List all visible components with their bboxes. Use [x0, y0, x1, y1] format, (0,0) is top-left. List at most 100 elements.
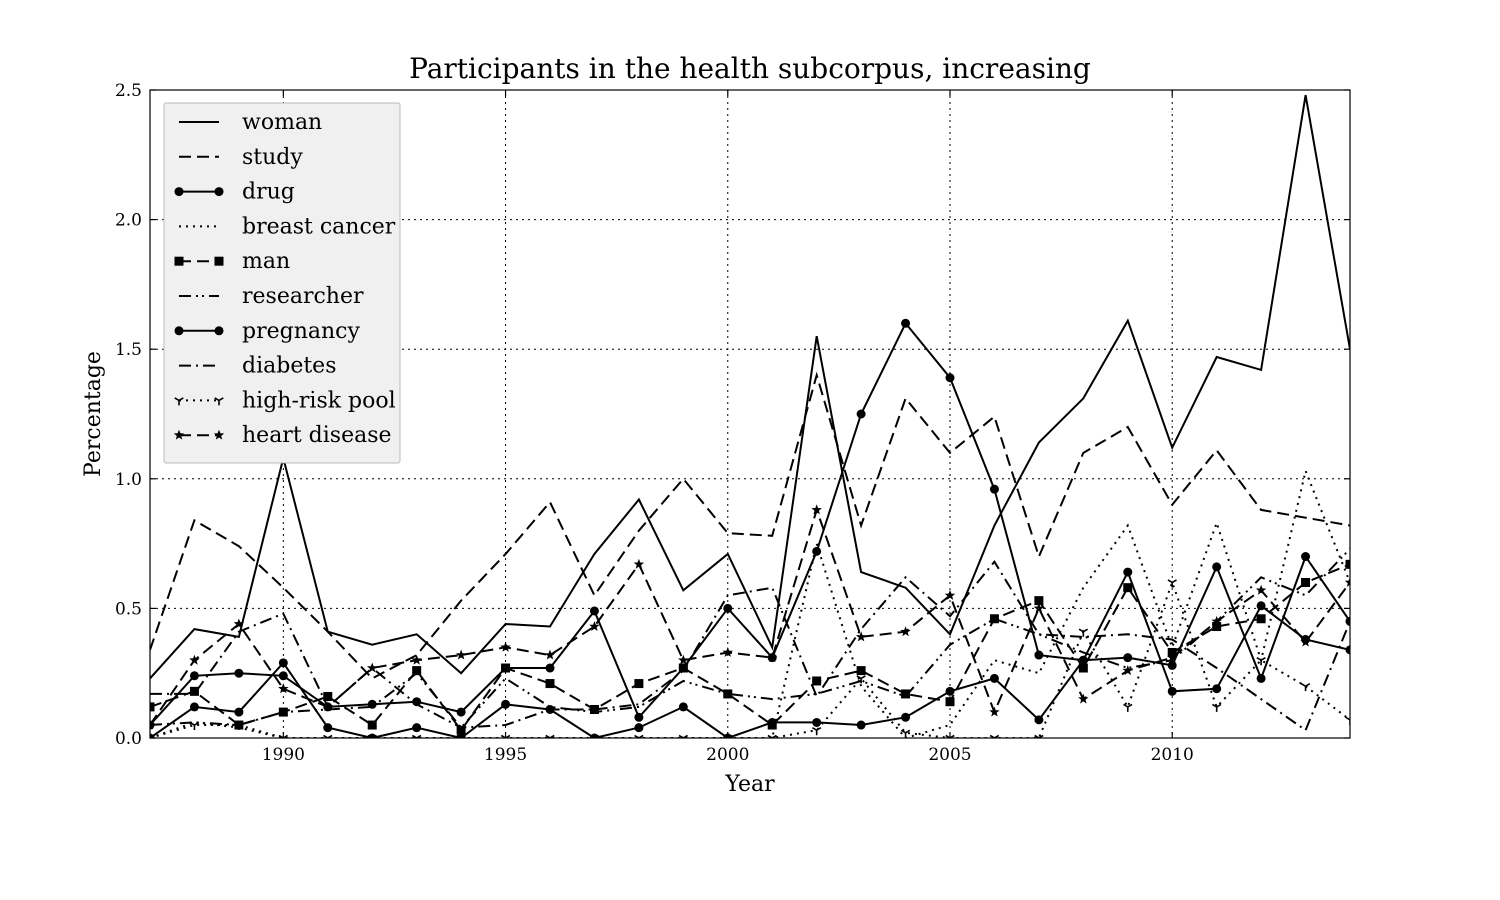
data-point	[1212, 684, 1222, 694]
series-pregnancy	[150, 567, 1350, 738]
data-point	[945, 697, 955, 707]
series-line	[150, 563, 1350, 732]
legend-marker	[174, 187, 184, 197]
data-point	[544, 649, 556, 660]
data-point	[367, 699, 377, 709]
data-point	[811, 504, 822, 515]
data-point	[856, 409, 866, 419]
data-point	[1345, 716, 1350, 725]
legend: woman study drug breast cancer man researcher…	[163, 102, 401, 464]
data-point	[989, 706, 1000, 717]
legend-item: breast cancer	[179, 214, 396, 239]
data-point	[900, 729, 911, 738]
x-tick-label: 1990	[262, 745, 305, 765]
data-point	[1256, 614, 1266, 624]
data-point	[1345, 559, 1350, 569]
data-point	[411, 734, 422, 738]
data-point	[856, 720, 866, 730]
data-point	[545, 663, 555, 673]
data-point	[1256, 657, 1266, 666]
data-point	[1301, 552, 1311, 562]
legend-item: study	[179, 145, 303, 170]
data-point	[278, 683, 289, 694]
data-point	[855, 631, 867, 642]
data-point	[1256, 673, 1266, 683]
y-tick-label: 1.0	[115, 470, 142, 490]
legend-label: man	[242, 249, 290, 274]
data-point	[767, 652, 778, 663]
data-point	[150, 719, 156, 730]
data-point	[234, 668, 244, 678]
data-point	[1256, 601, 1266, 611]
series-diabetes	[150, 559, 1350, 732]
data-point	[989, 734, 1000, 738]
data-point	[323, 692, 333, 702]
data-point	[1211, 615, 1222, 626]
data-point	[1078, 693, 1089, 704]
data-point	[634, 712, 644, 722]
legend-item: woman	[179, 110, 322, 135]
x-tick-label: 1995	[484, 745, 527, 765]
legend-item: pregnancy	[174, 319, 360, 344]
series-line	[150, 559, 1350, 732]
data-point	[234, 707, 244, 717]
data-point	[634, 723, 644, 733]
data-point	[501, 663, 511, 673]
data-point	[189, 686, 199, 696]
data-point	[722, 647, 733, 657]
legend-marker	[214, 187, 224, 197]
x-tick-label: 2005	[928, 745, 971, 765]
legend-item: heart disease	[173, 423, 392, 448]
legend-marker	[214, 256, 224, 266]
x-tick-label: 2010	[1151, 745, 1194, 765]
series-line	[150, 371, 1350, 680]
data-point	[678, 702, 688, 712]
data-point	[1123, 567, 1133, 577]
y-tick-label: 0.5	[115, 599, 142, 619]
series-line	[150, 506, 1350, 726]
data-point	[1034, 715, 1044, 725]
data-point	[901, 712, 911, 722]
legend-label: heart disease	[242, 423, 392, 448]
data-point	[1344, 577, 1350, 587]
data-point	[234, 721, 244, 731]
data-point	[1034, 596, 1044, 606]
data-point	[367, 720, 377, 730]
data-point	[1167, 660, 1177, 670]
series-line	[150, 321, 1350, 726]
series-high-risk-pool	[150, 579, 1350, 738]
data-point	[1300, 682, 1311, 692]
data-point	[945, 686, 955, 696]
series-line	[150, 579, 1350, 738]
data-point	[678, 663, 688, 673]
series-heart-disease	[150, 504, 1350, 730]
legend-marker	[213, 429, 225, 440]
data-point	[989, 614, 999, 624]
legend-label: drug	[242, 180, 295, 205]
data-point	[1345, 645, 1350, 655]
data-point	[633, 558, 645, 569]
data-point	[1033, 602, 1045, 613]
data-point	[1122, 665, 1133, 676]
data-point	[189, 654, 200, 665]
data-point	[1123, 703, 1133, 712]
data-point	[323, 734, 333, 738]
legend-label: high-risk pool	[242, 388, 396, 413]
data-point	[1301, 577, 1311, 587]
data-point	[1212, 622, 1222, 632]
data-point	[945, 373, 955, 383]
legend-label: study	[242, 145, 303, 170]
data-point	[456, 725, 466, 735]
series-line	[150, 95, 1350, 680]
data-point	[278, 658, 288, 668]
legend-label: diabetes	[242, 354, 337, 379]
data-point	[189, 721, 200, 731]
legend-item: high-risk pool	[174, 388, 396, 413]
data-point	[1211, 703, 1222, 712]
data-point	[233, 618, 245, 629]
data-point	[455, 649, 467, 660]
y-tick-label: 2.5	[115, 81, 142, 101]
series-woman	[150, 95, 1350, 680]
